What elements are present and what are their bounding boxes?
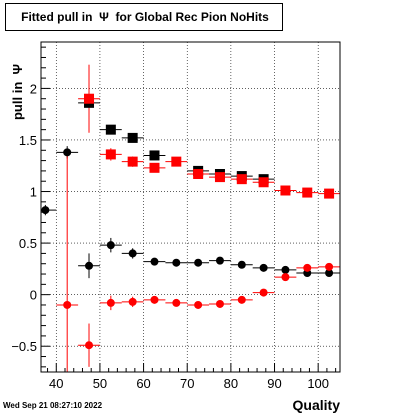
x-tick-label: 50 [93,376,107,391]
circle-marker [63,300,72,309]
circle-marker [128,249,137,258]
circle-marker [215,299,224,308]
circle-marker [63,148,72,157]
square-marker [171,156,182,167]
plot-frame [40,41,341,373]
square-marker [127,132,138,143]
title-box: Fitted pull in Ψ for Global Rec Pion NoH… [5,3,283,31]
timestamp: Wed Sep 21 08:27:10 2022 [3,401,103,410]
circle-marker [150,295,159,304]
square-marker [105,124,116,135]
circle-marker [41,206,50,215]
y-axis-label: pull in Ψ [10,64,25,121]
square-marker [236,174,247,185]
square-marker [105,149,116,160]
y-tick-label: 0.5 [19,236,37,251]
axis-ticks: 40 50 60 70 80 90 100 −0.5 0 0.5 1 1.5 2 [11,46,337,391]
square-marker [324,188,335,199]
error-bars [41,64,340,372]
circle-marker [85,341,94,350]
circle-marker [281,273,290,282]
circle-marker [106,241,115,250]
square-marker [302,187,313,198]
square-marker [84,93,95,104]
y-tick-label: 1 [30,185,37,200]
square-marker [258,177,269,188]
gridlines [41,42,340,372]
square-marker [193,169,204,179]
circle-marker [325,269,334,277]
x-tick-label: 90 [267,376,281,391]
x-axis-label: Quality [292,397,340,413]
chart-title: Fitted pull in Ψ for Global Rec Pion NoH… [21,10,269,24]
circle-marker [215,256,224,265]
circle-marker [150,257,159,266]
square-marker [149,162,160,173]
circle-marker [172,298,181,307]
x-tick-label: 60 [136,376,150,391]
x-tick-label: 70 [180,376,194,391]
x-tick-label: 40 [49,376,63,391]
y-tick-label: −0.5 [11,339,37,354]
circle-marker [128,297,137,306]
circle-marker [303,263,312,272]
square-marker [149,150,160,161]
circle-marker [325,262,334,271]
square-marker [127,156,138,167]
circle-marker [237,260,246,269]
x-tick-label: 100 [307,376,329,391]
data-markers [41,93,335,350]
y-tick-label: 2 [30,81,37,96]
y-tick-label: 0 [30,288,37,303]
circle-marker [106,298,115,307]
circle-marker [194,300,203,309]
circle-marker [237,295,246,304]
circle-marker [172,258,181,267]
circle-marker [259,263,268,272]
y-tick-label: 1.5 [19,133,37,148]
circle-marker [259,288,268,297]
x-tick-label: 80 [224,376,238,391]
circle-marker [85,261,94,270]
square-marker [280,185,291,196]
square-marker [214,172,225,183]
circle-marker [281,265,290,274]
circle-marker [194,258,203,267]
